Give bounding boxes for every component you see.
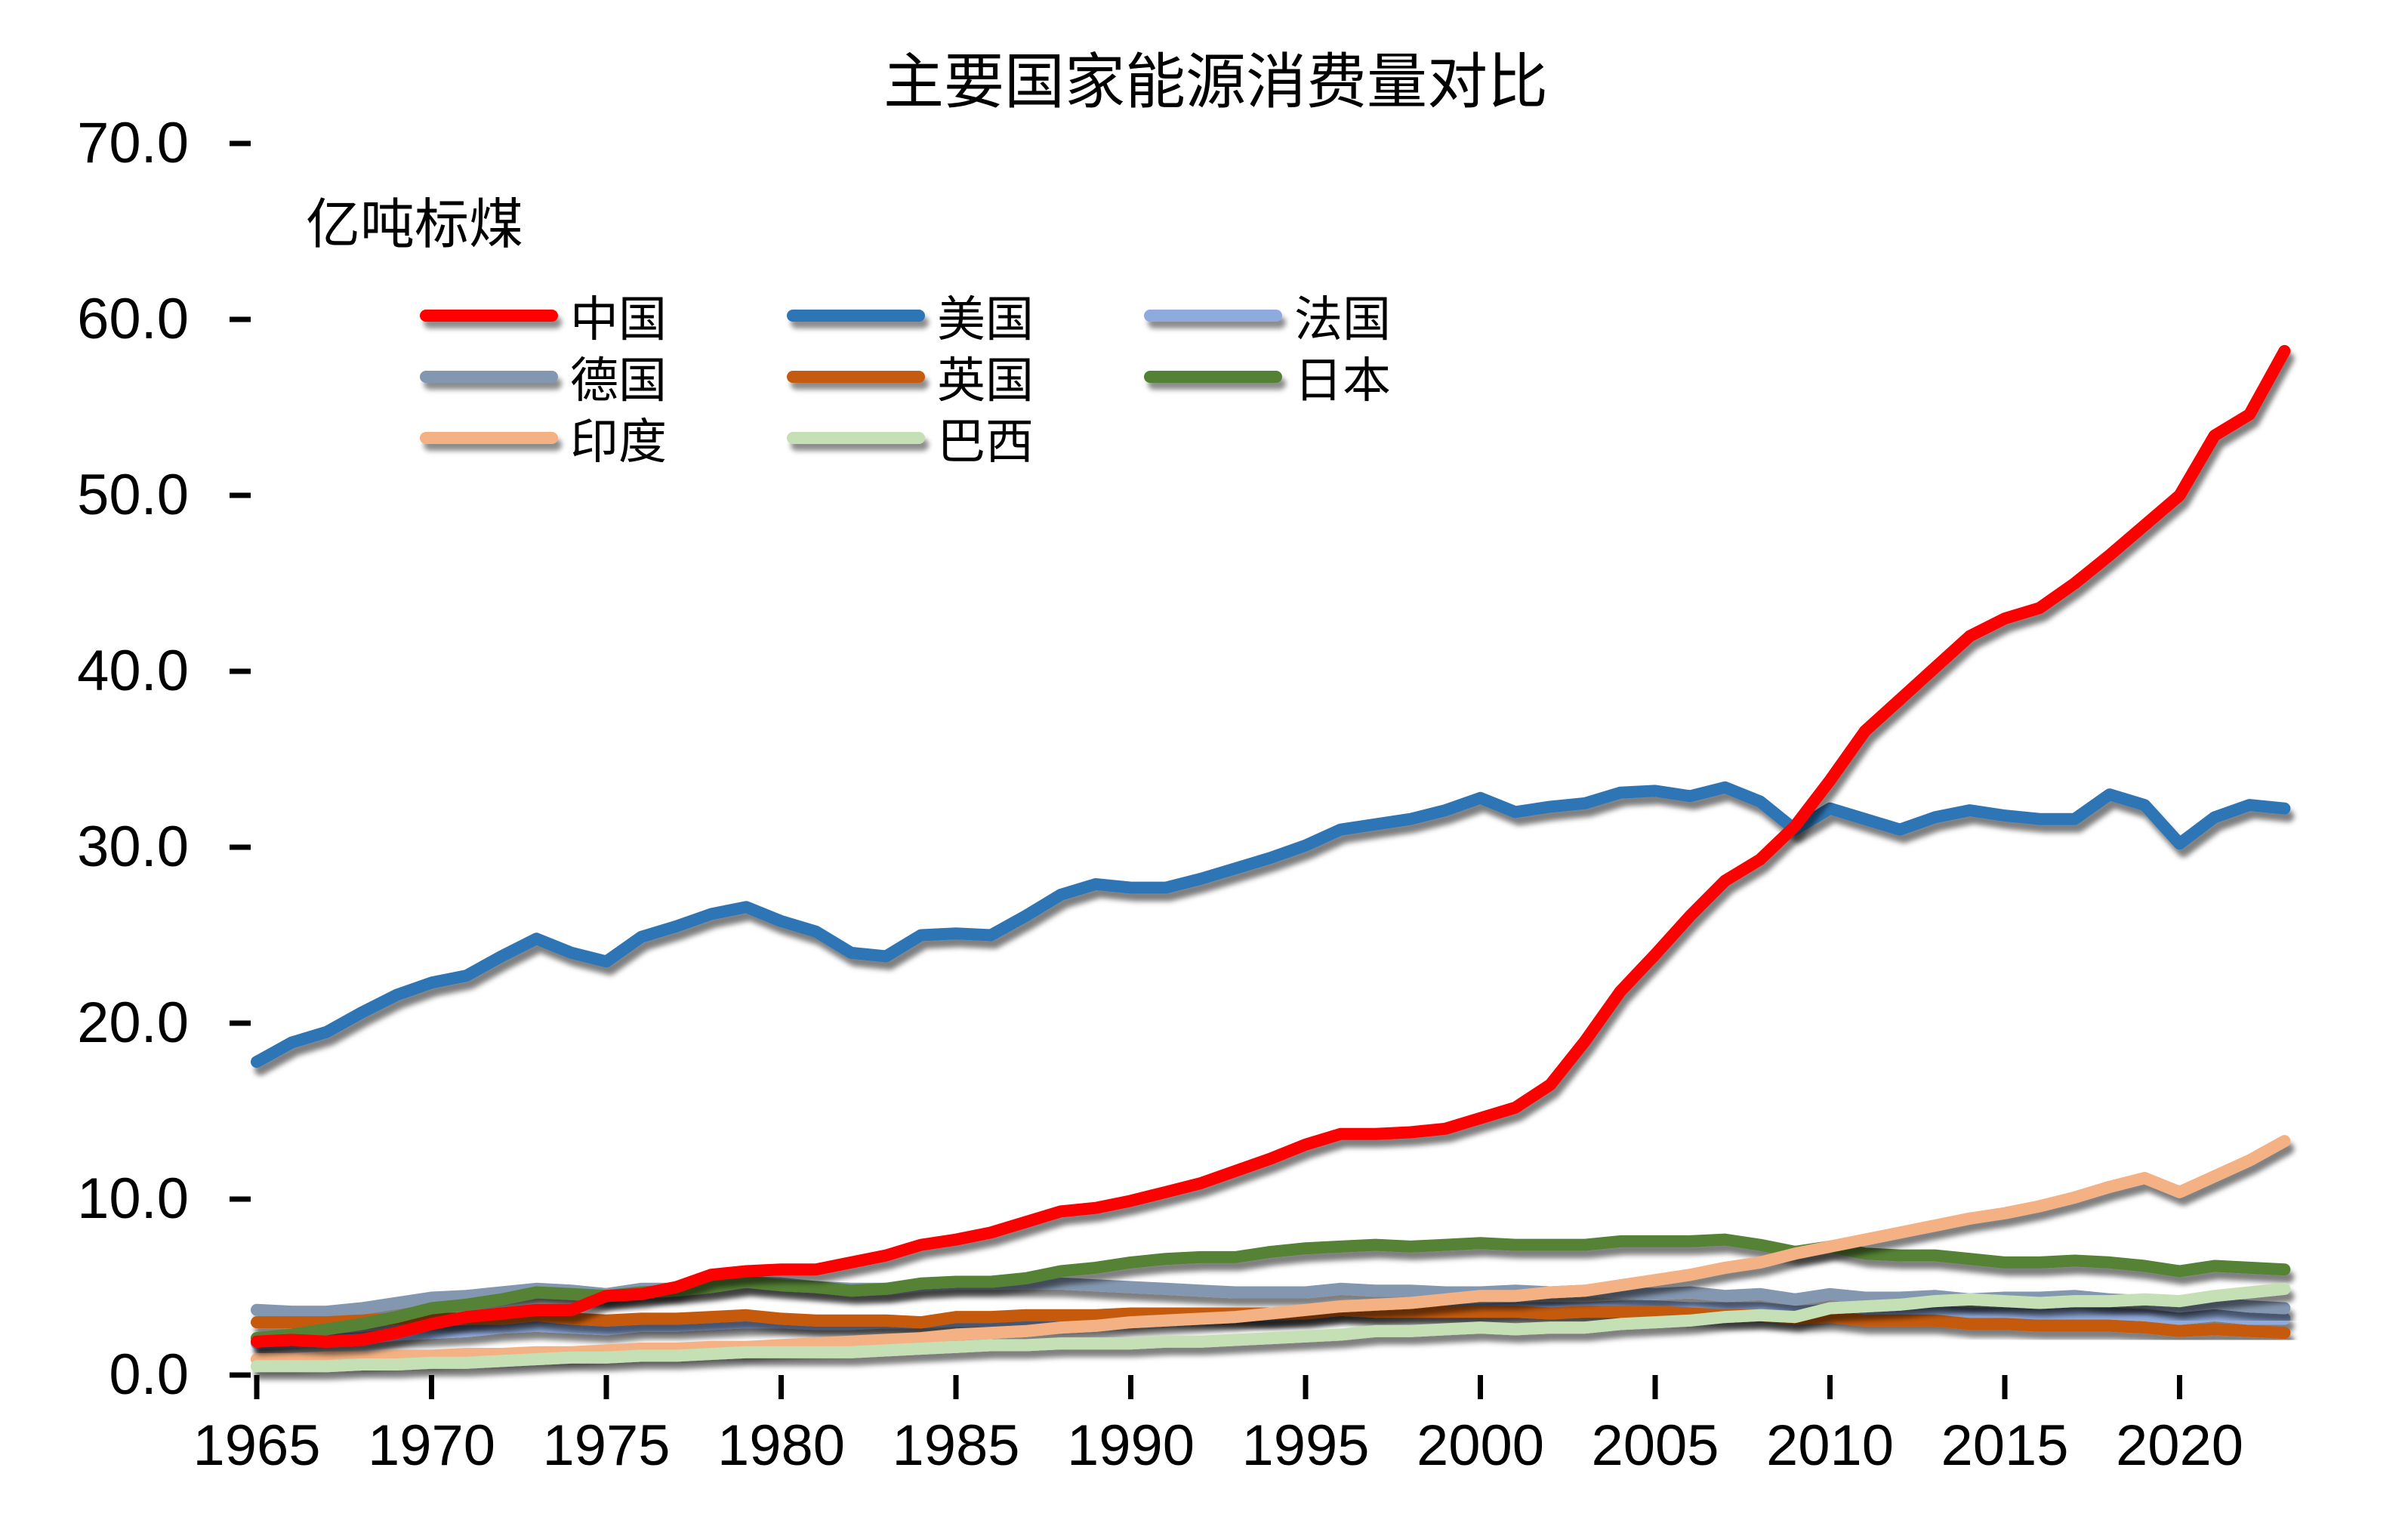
x-tick-label: 1975 [542,1414,671,1478]
series-line-china [251,344,2291,1348]
y-tick-label: 50.0 [77,463,189,527]
x-tick-label: 1990 [1066,1414,1195,1478]
x-tick-label: 2005 [1591,1414,1719,1478]
y-tick-label: 70.0 [77,111,189,175]
x-tick-label: 1965 [193,1414,321,1478]
y-axis-unit-label: 亿吨标煤 [306,195,524,255]
y-tick-label: 60.0 [77,287,189,351]
x-tick-label: 1985 [892,1414,1020,1478]
y-tick-label: 10.0 [77,1167,189,1231]
chart-title: 主要国家能源消费量对比 [883,50,1548,116]
x-tick-label: 2015 [1941,1414,2069,1478]
series-line-india [251,1135,2291,1365]
x-tick-label: 2000 [1416,1414,1545,1478]
x-tick-label: 1980 [717,1414,846,1478]
series-lines [251,344,2291,1373]
x-tick-label: 2020 [2115,1414,2244,1478]
x-tick-label: 1995 [1241,1414,1370,1478]
y-tick-label: 40.0 [77,639,189,703]
y-tick-label: 30.0 [77,815,189,879]
axes [230,140,2356,1399]
x-tick-label: 2010 [1765,1414,1895,1478]
x-tick-label: 1970 [367,1414,496,1478]
series-line-brazil [251,1282,2291,1373]
y-tick-label: 20.0 [77,991,189,1055]
series-line-usa [251,781,2291,1068]
y-tick-label: 0.0 [109,1343,189,1407]
